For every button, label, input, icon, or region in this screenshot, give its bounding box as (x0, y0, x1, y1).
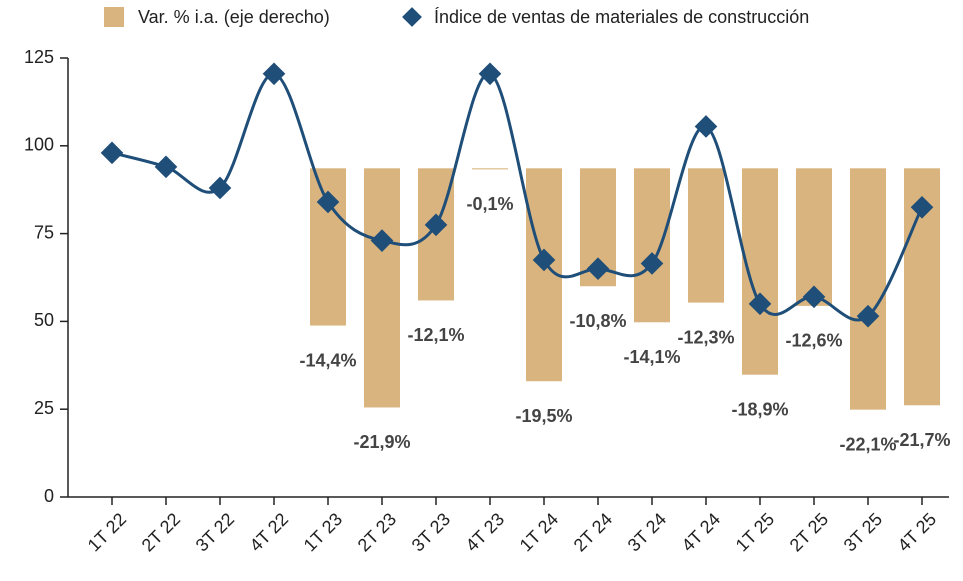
value-label: -0,1% (466, 194, 513, 214)
y-tick-label: 50 (34, 310, 54, 330)
value-label: -21,9% (353, 432, 410, 452)
bar (472, 168, 508, 170)
marker (856, 304, 880, 328)
x-tick-label: 1T 23 (300, 509, 346, 555)
marker (262, 62, 286, 86)
y-tick-label: 100 (24, 135, 54, 155)
bar (850, 168, 886, 410)
x-tick-label: 2T 25 (786, 509, 832, 555)
x-tick-label: 1T 25 (732, 509, 778, 555)
value-label: -22,1% (839, 434, 896, 454)
value-label: -21,7% (893, 430, 950, 450)
y-tick-label: 125 (24, 47, 54, 67)
value-label: -12,1% (407, 325, 464, 345)
bar (364, 168, 400, 408)
x-tick-label: 3T 22 (192, 509, 238, 555)
marker (748, 292, 772, 316)
y-tick-label: 75 (34, 222, 54, 242)
marker (154, 155, 178, 179)
marker (802, 285, 826, 309)
value-label: -12,3% (677, 327, 734, 347)
legend-label: Var. % i.a. (eje derecho) (138, 7, 330, 27)
x-tick-label: 3T 23 (408, 509, 454, 555)
x-tick-label: 1T 24 (516, 509, 562, 555)
bar (688, 168, 724, 303)
x-tick-label: 2T 22 (138, 509, 184, 555)
value-label: -14,1% (623, 347, 680, 367)
legend-swatch (104, 7, 124, 27)
x-tick-label: 2T 24 (570, 509, 616, 555)
line (111, 72, 924, 322)
legend-swatch (402, 7, 422, 27)
value-label: -12,6% (785, 331, 842, 351)
marker (478, 62, 502, 86)
bar (634, 168, 670, 323)
x-tick-label: 2T 23 (354, 509, 400, 555)
x-tick-label: 1T 22 (84, 509, 130, 555)
marker (208, 176, 232, 200)
bar (796, 168, 832, 306)
value-label: -19,5% (515, 406, 572, 426)
y-tick-label: 0 (44, 486, 54, 506)
y-tick-label: 25 (34, 398, 54, 418)
value-label: -14,4% (299, 350, 356, 370)
value-label: -10,8% (569, 311, 626, 331)
value-label: -18,9% (731, 399, 788, 419)
x-tick-label: 4T 22 (246, 509, 292, 555)
x-tick-label: 4T 23 (462, 509, 508, 555)
marker (586, 257, 610, 281)
legend-label: Índice de ventas de materiales de constr… (434, 7, 809, 27)
marker (100, 141, 124, 165)
marker (694, 115, 718, 138)
x-tick-label: 3T 24 (624, 509, 670, 555)
x-tick-label: 4T 25 (894, 509, 940, 555)
x-tick-label: 4T 24 (678, 509, 724, 555)
x-tick-label: 3T 25 (840, 509, 886, 555)
